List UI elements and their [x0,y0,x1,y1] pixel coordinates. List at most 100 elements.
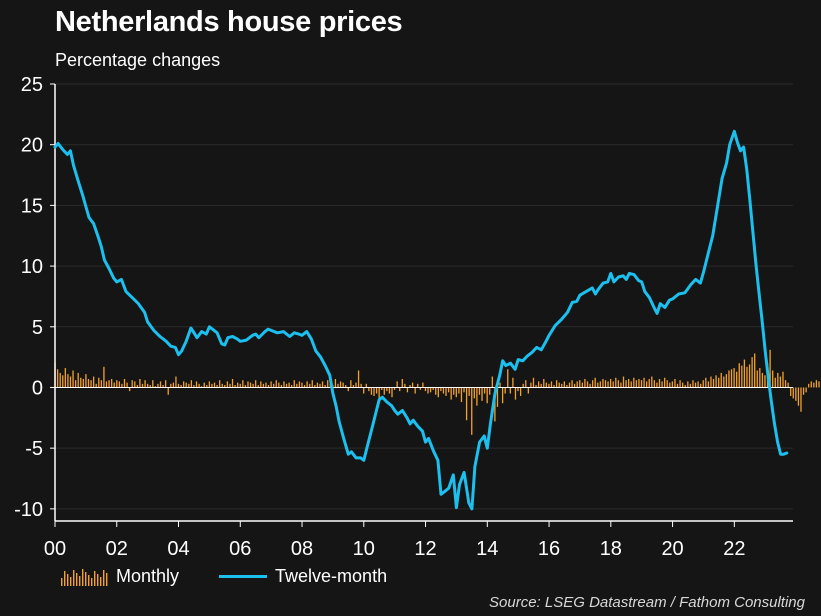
monthly-bar [414,387,416,394]
monthly-bar [198,383,200,388]
y-tick-label: 20 [21,135,43,157]
y-tick-label: 0 [32,377,43,399]
monthly-bar [689,383,692,388]
monthly-bar [558,382,560,388]
monthly-bar [417,383,419,388]
monthly-bar [471,387,473,435]
monthly-bar [211,383,213,388]
legend-label-twelve-month: Twelve-month [275,566,388,586]
monthly-bar [424,387,427,392]
monthly-bar [784,380,787,388]
monthly-bar [594,377,596,388]
monthly-bar [656,382,658,388]
swatch-bar [67,573,69,586]
swatch-bar [103,569,105,586]
monthly-bar [774,377,776,388]
monthly-bar [697,381,699,388]
monthly-bar [437,387,439,398]
monthly-bar [388,387,391,394]
monthly-bar [442,387,445,394]
monthly-bar [509,387,511,394]
monthly-bar [586,381,589,388]
monthly-bar [684,385,686,388]
monthly-bar [627,378,630,388]
monthly-bar [393,387,396,390]
monthly-bar [103,366,105,388]
monthly-bar [517,387,519,392]
monthly-bar [682,382,684,388]
monthly-bar [255,380,257,388]
monthly-bar [82,378,84,388]
monthly-bar [813,382,815,388]
monthly-bar [319,383,321,388]
monthly-bar [633,377,635,388]
monthly-bar [69,376,72,388]
monthly-bar [648,378,650,388]
monthly-bar [113,382,115,388]
monthly-bar [177,383,180,388]
monthly-bar [87,378,90,388]
monthly-bar [409,385,411,388]
monthly-bar [293,380,295,388]
monthly-bar [229,383,231,388]
monthly-bar [646,381,648,388]
monthly-bar [244,385,247,388]
monthly-bar [144,380,146,388]
monthly-bar [342,382,344,388]
monthly-bar [792,387,794,399]
y-tick-labels: 25 20 15 10 5 0 -5 -10 [14,74,43,521]
monthly-bar [368,387,370,392]
monthly-bar [573,383,576,388]
monthly-bar [77,372,79,388]
monthly-bar [435,387,437,395]
monthly-bar [321,381,324,388]
monthly-bar [301,382,303,388]
monthly-bar [62,375,64,388]
monthly-bar [537,381,540,388]
swatch-bar [85,571,87,586]
monthly-bar [617,380,620,388]
monthly-bar [427,387,429,394]
monthly-bar [795,387,797,401]
monthly-bar [630,381,632,388]
monthly-bar [445,387,447,396]
monthly-bar [805,387,807,393]
monthly-bar [275,380,277,388]
monthly-bar [525,380,527,388]
monthly-bar [352,385,355,388]
monthly-bar [56,369,59,388]
monthly-bar [501,387,504,404]
monthly-bar [728,370,730,388]
monthly-bar [666,380,668,388]
monthly-swatch-icon [61,568,108,586]
monthly-bar [267,385,270,388]
monthly-bar [399,387,401,392]
monthly-bar [327,380,329,388]
monthly-bar [787,382,789,388]
monthly-bar [224,385,226,388]
monthly-bar [736,371,738,388]
monthly-bar [676,383,679,388]
swatch-bar [76,572,78,586]
monthly-bar [375,387,378,394]
monthly-bar [545,382,547,388]
monthly-bar [453,387,455,395]
monthly-bar [280,385,283,388]
monthly-bar [494,387,496,422]
axes [50,83,793,527]
monthly-bar [105,381,108,388]
monthly-bar [234,385,236,388]
y-tick-label: 25 [21,74,43,96]
monthly-bars [54,349,820,435]
monthly-bar [345,385,347,388]
monthly-bar [152,380,154,388]
monthly-bar [85,374,87,388]
swatch-bar [73,569,75,586]
monthly-bar [769,349,771,388]
monthly-bar [797,387,800,406]
x-tick-label: 02 [106,538,128,560]
monthly-bar [548,383,550,388]
monthly-bar [450,387,452,400]
monthly-bar [231,378,234,388]
monthly-bar [193,385,195,388]
